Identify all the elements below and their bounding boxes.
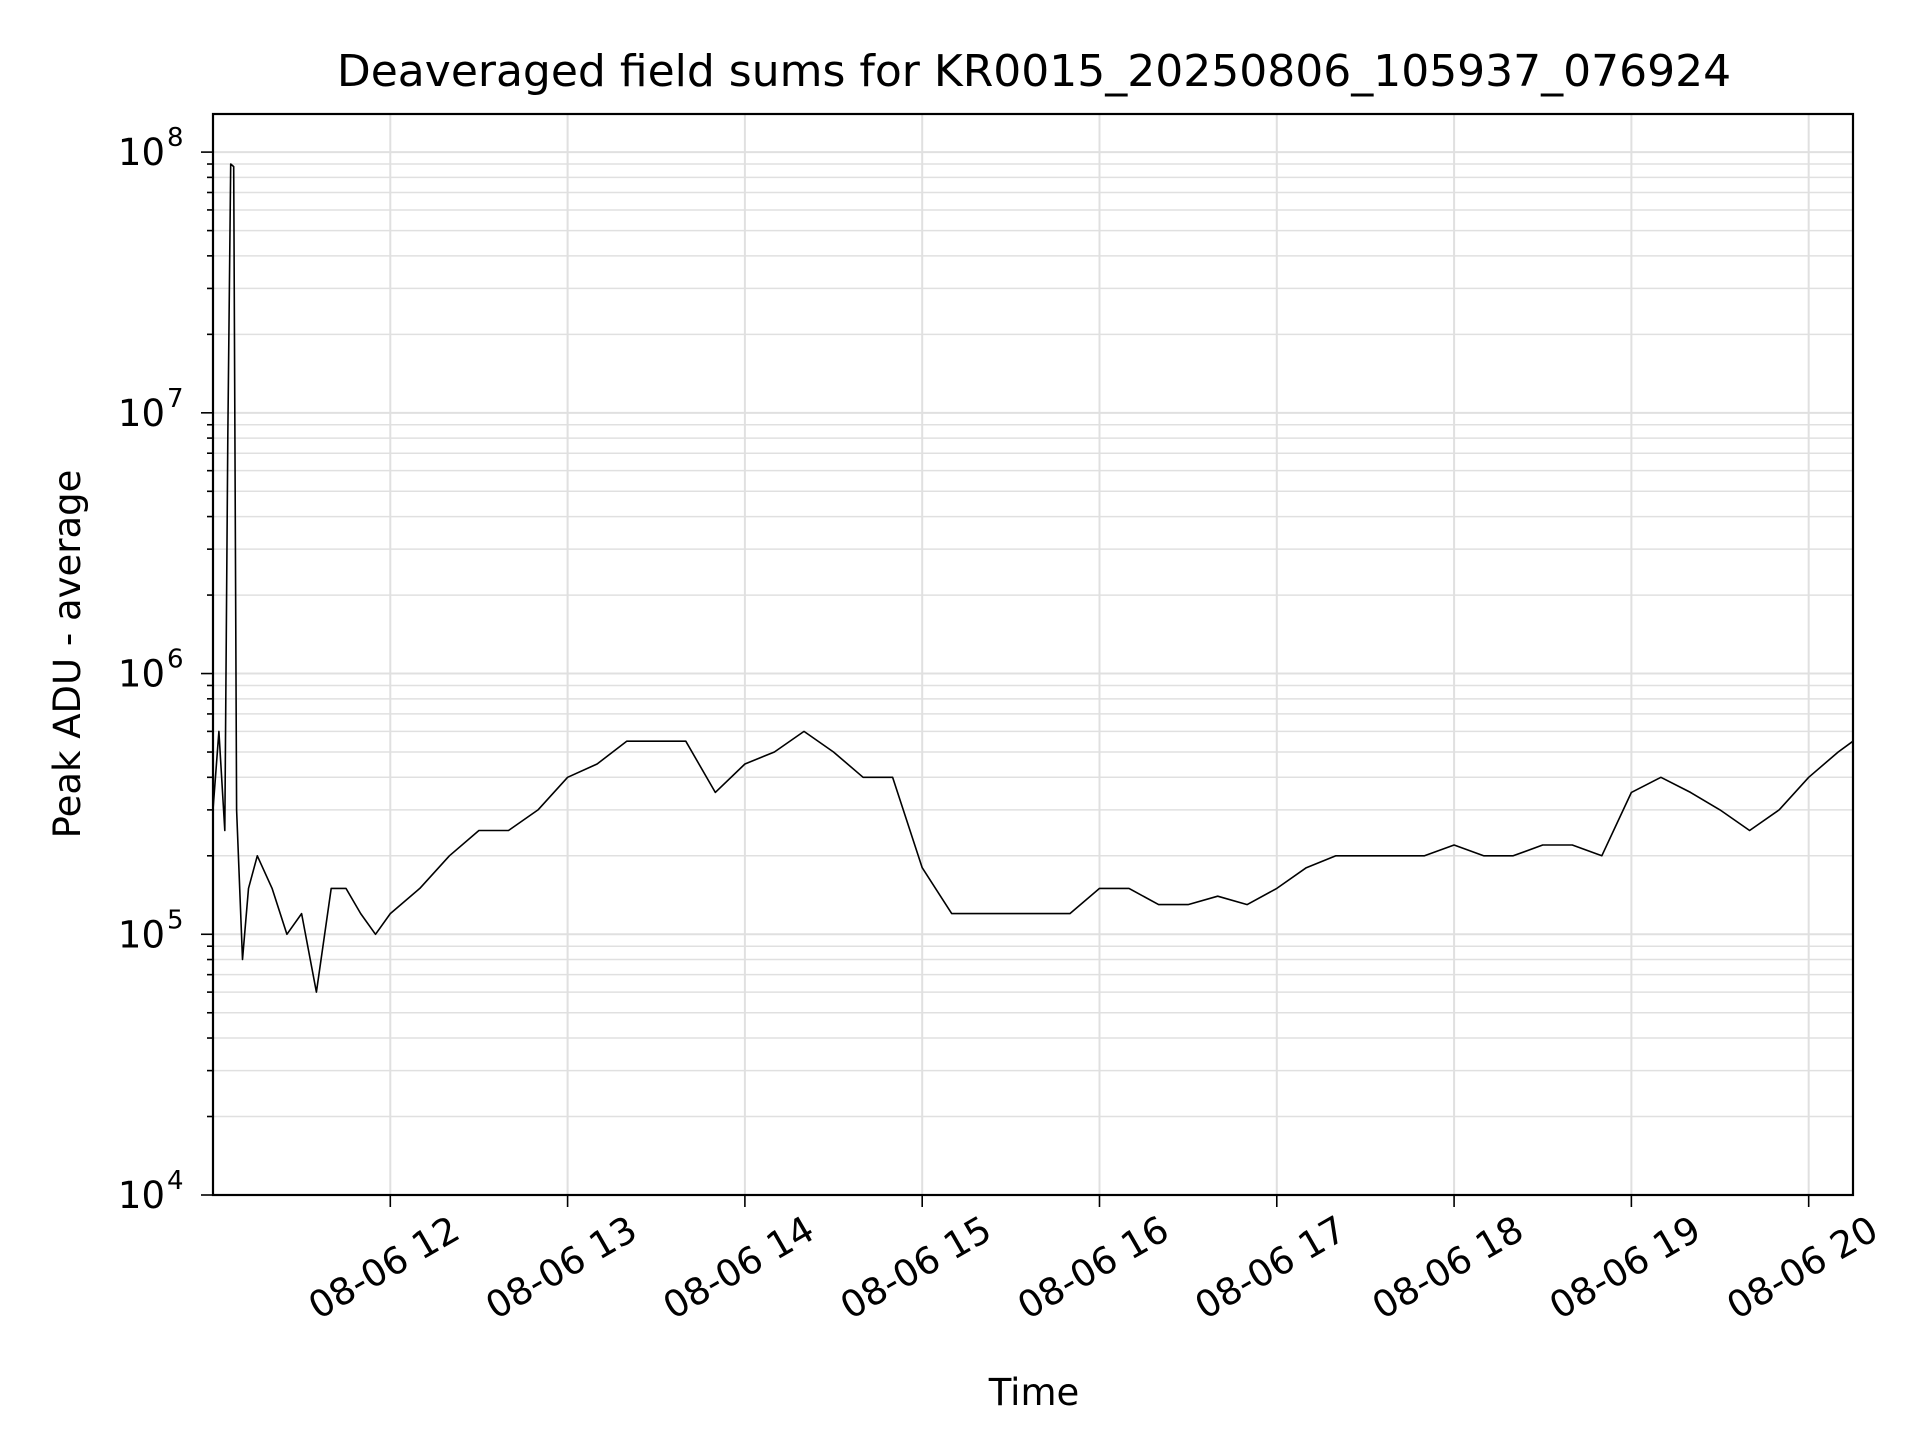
y-tick-label-exponent: 4 — [167, 1166, 184, 1196]
y-tick-label: 10 5 — [118, 905, 184, 956]
y-axis-label: Peak ADU - average — [46, 470, 89, 839]
y-tick-label-exponent: 7 — [167, 384, 184, 414]
series-line — [212, 163, 1854, 993]
y-tick-label-exponent: 8 — [167, 123, 184, 153]
y-tick-label: 10 7 — [118, 384, 184, 435]
y-tick-label-base: 10 — [118, 131, 165, 174]
grid — [213, 114, 1853, 1196]
y-tick-label: 10 6 — [118, 645, 184, 696]
y-tick-label-base: 10 — [118, 1174, 165, 1217]
y-tick-label: 10 8 — [118, 123, 184, 174]
y-tick-label-exponent: 5 — [167, 905, 184, 935]
y-tick-label: 10 4 — [118, 1166, 184, 1217]
y-tick-label-base: 10 — [118, 913, 165, 956]
plot-frame — [211, 112, 1855, 1197]
x-axis-label: Time — [988, 1371, 1080, 1414]
chart-title: Deaveraged field sums for KR0015_2025080… — [337, 46, 1731, 97]
y-tick-label-base: 10 — [118, 653, 165, 696]
series-layer — [212, 163, 1854, 993]
y-tick-label-base: 10 — [118, 392, 165, 435]
y-tick-label-exponent: 6 — [167, 645, 184, 675]
